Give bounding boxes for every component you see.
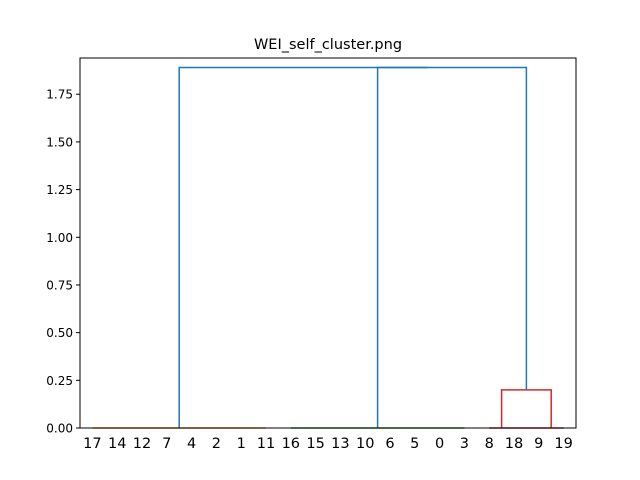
leaf-label: 11	[257, 436, 275, 452]
leaf-label: 2	[212, 436, 221, 452]
dendrogram-link-1	[376, 66, 528, 428]
leaf-label: 17	[83, 436, 101, 452]
dendrogram-links	[92, 66, 564, 429]
leaf-label: 8	[485, 436, 494, 452]
leaf-label: 5	[410, 436, 419, 452]
leaf-label: 18	[505, 436, 523, 452]
ytick-label: 0.50	[46, 326, 73, 340]
leaf-label: 6	[385, 436, 394, 452]
leaf-label: 19	[554, 436, 572, 452]
ytick-label: 0.00	[46, 422, 73, 436]
leaf-label: 0	[435, 436, 444, 452]
y-axis: 0.00 0.25 0.50 0.75 1.00 1.25 1.50 1.75	[46, 88, 80, 436]
chart-title: WEI_self_cluster.png	[254, 37, 402, 53]
ytick-label: 1.50	[46, 135, 73, 149]
ytick-label: 0.75	[46, 278, 73, 292]
leaf-label: 14	[108, 436, 126, 452]
leaf-label: 13	[331, 436, 349, 452]
ytick-label: 1.75	[46, 88, 73, 102]
leaf-label: 4	[187, 436, 196, 452]
leaf-label: 1	[237, 436, 246, 452]
plot-area-frame	[79, 57, 577, 429]
ytick-label: 0.25	[46, 374, 73, 388]
leaf-label: 9	[534, 436, 543, 452]
leaf-label: 15	[306, 436, 324, 452]
leaf-label: 16	[282, 436, 300, 452]
dendrogram-link-0	[500, 389, 552, 428]
leaf-label: 10	[356, 436, 374, 452]
ytick-label: 1.25	[46, 183, 73, 197]
dendrogram-link-2	[178, 66, 428, 428]
leaf-label: 3	[460, 436, 469, 452]
x-axis: 17 14 12 7 4 2 1 11 16 15 13 10 6 5 0 3 8 18 9 19	[83, 436, 573, 452]
leaf-label: 12	[133, 436, 151, 452]
leaf-label: 7	[162, 436, 171, 452]
ytick-label: 1.00	[46, 231, 73, 245]
